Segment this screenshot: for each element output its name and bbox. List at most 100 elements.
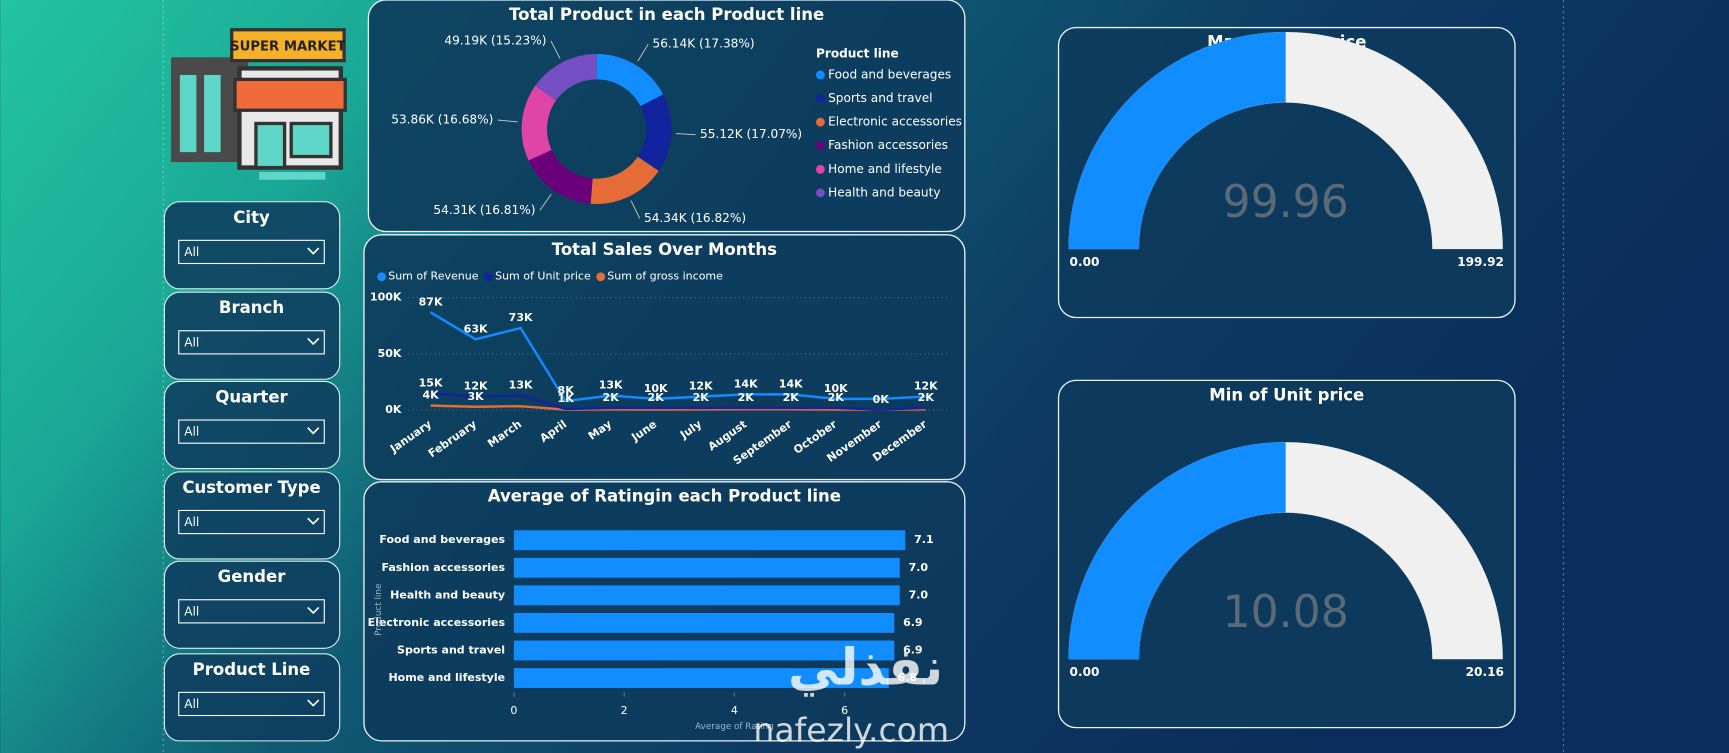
legend-marker xyxy=(815,70,825,80)
x-tick-label: 0 xyxy=(510,704,517,717)
slicer-dropdown[interactable] xyxy=(178,239,325,265)
data-label: 10K xyxy=(644,382,668,395)
data-label: 12K xyxy=(464,380,488,393)
donut-slice xyxy=(590,156,659,204)
slicer-dropdown[interactable] xyxy=(178,691,325,717)
gauge-range-label: 199.92 xyxy=(1457,255,1504,269)
data-label: 7.0 xyxy=(909,588,929,601)
donut-slice xyxy=(521,85,557,161)
x-tick-label: 2 xyxy=(621,704,628,717)
slicer-value: All xyxy=(184,604,199,618)
slicer-title: Product Line xyxy=(193,660,311,679)
data-label: 12K xyxy=(914,380,938,393)
logo: SUPER MARKET xyxy=(171,28,347,180)
slicer-dropdown[interactable] xyxy=(178,419,325,444)
chart-title: Total Sales Over Months xyxy=(552,240,777,259)
data-label: 13K xyxy=(509,379,533,392)
donut-slice xyxy=(528,149,593,204)
leader-line xyxy=(497,119,518,123)
data-label: 54.31K (16.81%) xyxy=(433,203,535,217)
leader-line xyxy=(637,43,649,62)
slicer-dropdown[interactable] xyxy=(178,509,325,535)
data-label: 49.19K (15.23%) xyxy=(444,33,546,47)
logo-window xyxy=(179,74,197,153)
gauge-range-label: 0.00 xyxy=(1070,255,1100,269)
data-label: 8K xyxy=(558,384,575,397)
line-series xyxy=(430,392,926,411)
slicer: Product Line All xyxy=(163,653,341,742)
logo-awning xyxy=(233,77,347,112)
slicer-card xyxy=(163,653,341,742)
slicer-title: City xyxy=(233,208,270,227)
legend-label: Food and beverages xyxy=(828,67,951,81)
data-label: 56.14K (17.38%) xyxy=(653,37,755,51)
card xyxy=(363,234,966,481)
card xyxy=(1057,379,1516,729)
data-label: 2K xyxy=(648,391,665,404)
chart-title: Average of Ratingin each Product line xyxy=(488,487,841,506)
data-label: 87K xyxy=(419,295,443,308)
gauge-value: 10.08 xyxy=(1223,587,1349,638)
data-label: 6.9 xyxy=(903,616,923,629)
y-tick-label: Food and beverages xyxy=(379,533,505,546)
logo-text: SUPER MARKET xyxy=(230,39,346,54)
legend-label: Sum of Unit price xyxy=(495,270,591,283)
legend-label: Sum of Revenue xyxy=(388,270,479,283)
legend-label: Sum of gross income xyxy=(607,270,723,283)
data-label: 7.1 xyxy=(914,533,934,546)
logo-window xyxy=(204,74,221,153)
legend-marker xyxy=(596,272,606,282)
legend-label: Sports and travel xyxy=(828,91,932,105)
data-label: 2K xyxy=(828,391,845,404)
bar xyxy=(513,585,900,606)
legend-marker xyxy=(815,188,825,198)
line-series xyxy=(429,311,926,403)
slicer-card xyxy=(163,471,341,560)
data-label: 2K xyxy=(783,391,800,404)
x-tick-label: 6 xyxy=(841,704,848,717)
data-label: 73K xyxy=(509,311,533,324)
legend-label: Home and lifestyle xyxy=(828,162,942,176)
legend-title: Product line xyxy=(816,47,899,61)
legend-marker xyxy=(815,117,825,127)
data-label: 14K xyxy=(734,377,758,390)
data-label: 6.8 xyxy=(898,671,918,684)
legend-label: Fashion accessories xyxy=(828,138,948,152)
leader-line xyxy=(539,193,552,211)
y-tick-label: Health and beauty xyxy=(390,588,505,601)
chart-title: Min of Unit price xyxy=(1209,385,1364,404)
slicer: Gender All xyxy=(163,560,341,649)
slicer-title: Gender xyxy=(218,567,287,586)
y-axis-label: Product line xyxy=(374,584,384,636)
legend-marker xyxy=(377,272,387,282)
data-label: 0K xyxy=(873,393,890,406)
data-label: 10K xyxy=(824,382,848,395)
slicer-value: All xyxy=(184,425,199,439)
logo-window xyxy=(289,121,333,159)
data-label: 3K xyxy=(467,390,484,403)
slicer-value: All xyxy=(184,335,199,349)
data-label: 4K xyxy=(422,389,439,402)
slicer: City All xyxy=(163,201,341,290)
legend-marker xyxy=(815,94,825,103)
slicer-title: Branch xyxy=(219,298,284,317)
data-label: 55.12K (17.07%) xyxy=(700,127,802,141)
legend-marker xyxy=(484,272,493,282)
data-label: 53.86K (16.68%) xyxy=(391,113,493,127)
card xyxy=(363,481,966,742)
slicer-card xyxy=(163,380,341,470)
slicer-dropdown[interactable] xyxy=(178,599,325,624)
line-series xyxy=(430,404,926,411)
slicer-card xyxy=(163,291,341,380)
chart-title: Total Product in each Product line xyxy=(509,5,824,24)
logo-base xyxy=(259,171,326,180)
gauge-range-label: 0.00 xyxy=(1070,665,1100,679)
y-tick-label: Home and lifestyle xyxy=(388,671,505,684)
data-label: 63K xyxy=(464,322,488,335)
x-axis-label: Average of Rating xyxy=(695,722,774,732)
slicer-chevron xyxy=(307,517,320,525)
slicer-card xyxy=(163,560,341,649)
slicer: Branch All xyxy=(163,291,341,380)
slicer-dropdown[interactable] xyxy=(178,330,325,355)
